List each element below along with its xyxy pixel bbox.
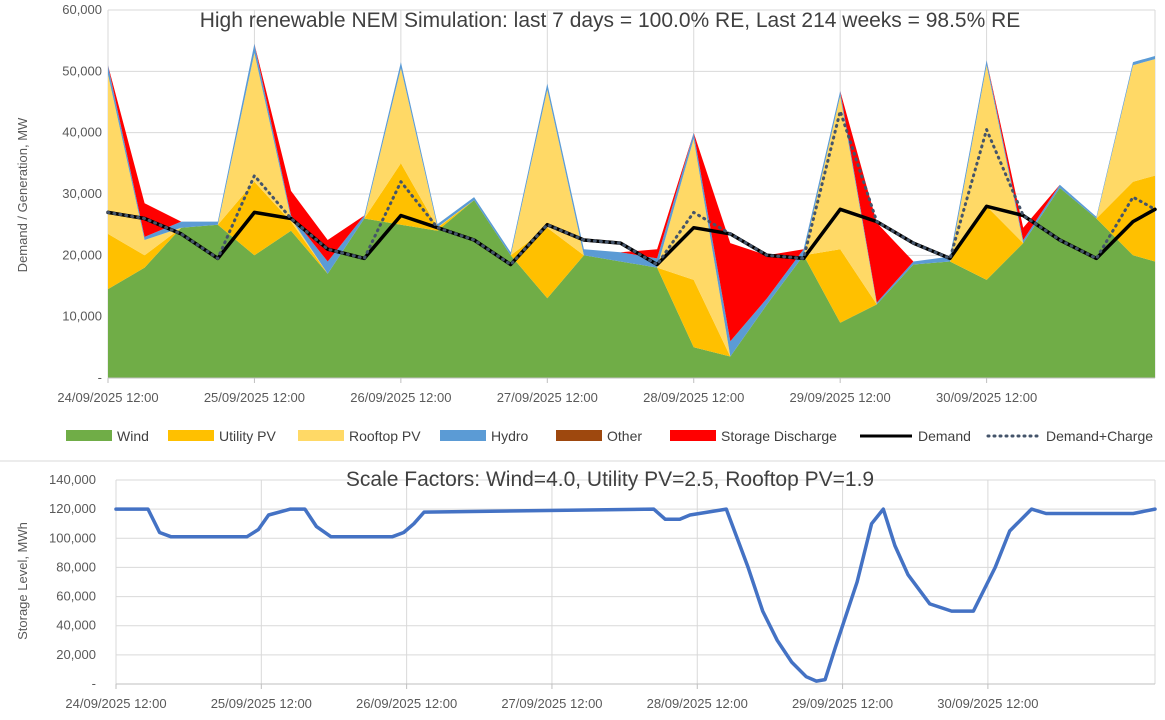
legend-label-wind: Wind	[117, 428, 149, 444]
generation-chart: - 10,000 20,000 30,000 40,000 50,000 60,000 24/…	[15, 2, 1157, 444]
area-utility-pv	[108, 163, 1155, 357]
top-legend: Wind Utility PV Rooftop PV Hydro Other Storag…	[66, 428, 1153, 444]
line-storage-level	[114, 507, 1157, 683]
top-axes: - 10,000 20,000 30,000 40,000 50,000 60,000 24/…	[57, 2, 1155, 405]
legend-swatch-rooftop-pv	[298, 430, 344, 441]
legend-label-storage-discharge: Storage Discharge	[721, 428, 837, 444]
legend-label-utility-pv: Utility PV	[219, 428, 276, 444]
top-y-tick-label: -	[98, 370, 102, 385]
top-y-tick-label: 20,000	[62, 247, 102, 262]
top-y-tick-label: 60,000	[62, 2, 102, 17]
top-y-tick-label: 40,000	[62, 125, 102, 140]
legend-swatch-storage-discharge	[670, 430, 716, 441]
bottom-y-tick-label: 100,000	[49, 530, 96, 545]
top-lines	[106, 109, 1157, 267]
bottom-lines	[114, 507, 1157, 683]
bottom-x-tick-label: 27/09/2025 12:00	[501, 696, 602, 711]
top-x-tick-label: 24/09/2025 12:00	[57, 390, 158, 405]
legend-swatch-wind	[66, 430, 112, 441]
bottom-y-tick-label: 20,000	[56, 647, 96, 662]
bottom-y-axis-title: Storage Level, MWh	[15, 522, 30, 640]
top-y-axis-title: Demand / Generation, MW	[15, 117, 30, 272]
top-x-tick-label: 30/09/2025 12:00	[936, 390, 1037, 405]
legend-swatch-hydro	[440, 430, 486, 441]
top-areas	[108, 43, 1155, 378]
top-x-tick-label: 27/09/2025 12:00	[497, 390, 598, 405]
top-x-tick-label: 25/09/2025 12:00	[204, 390, 305, 405]
top-y-tick-label: 30,000	[62, 186, 102, 201]
top-x-tick-label: 28/09/2025 12:00	[643, 390, 744, 405]
bottom-y-tick-label: -	[92, 676, 96, 691]
bottom-x-tick-label: 26/09/2025 12:00	[356, 696, 457, 711]
legend-label-other: Other	[607, 428, 642, 444]
legend-label-rooftop-pv: Rooftop PV	[349, 428, 421, 444]
storage-chart: - 20,000 40,000 60,000 80,000 100,000 120,000 1…	[15, 468, 1157, 711]
bottom-x-tick-label: 29/09/2025 12:00	[792, 696, 893, 711]
bottom-chart-title: Scale Factors: Wind=4.0, Utility PV=2.5,…	[346, 468, 874, 491]
legend-label-demand-charge: Demand+Charge	[1046, 428, 1153, 444]
bottom-y-tick-label: 140,000	[49, 472, 96, 487]
bottom-y-tick-label: 60,000	[56, 589, 96, 604]
legend-swatch-utility-pv	[168, 430, 214, 441]
top-y-tick-label: 50,000	[62, 63, 102, 78]
top-x-tick-label: 26/09/2025 12:00	[350, 390, 451, 405]
bottom-x-tick-label: 24/09/2025 12:00	[65, 696, 166, 711]
area-wind	[108, 187, 1155, 378]
bottom-x-tick-label: 25/09/2025 12:00	[211, 696, 312, 711]
top-x-tick-label: 29/09/2025 12:00	[790, 390, 891, 405]
top-chart-title: High renewable NEM Simulation: last 7 da…	[200, 9, 1021, 32]
legend-swatch-other	[556, 430, 602, 441]
bottom-x-tick-label: 28/09/2025 12:00	[647, 696, 748, 711]
line-demand-charge	[106, 109, 1157, 266]
bottom-x-tick-label: 30/09/2025 12:00	[937, 696, 1038, 711]
bottom-y-tick-label: 40,000	[56, 618, 96, 633]
bottom-y-tick-label: 80,000	[56, 559, 96, 574]
bottom-y-tick-label: 120,000	[49, 501, 96, 516]
bottom-axes: - 20,000 40,000 60,000 80,000 100,000 120,000 1…	[49, 472, 1155, 711]
area-storage-discharge	[108, 43, 1155, 342]
legend-label-hydro: Hydro	[491, 428, 529, 444]
top-y-tick-label: 10,000	[62, 309, 102, 324]
legend-label-demand: Demand	[918, 428, 971, 444]
